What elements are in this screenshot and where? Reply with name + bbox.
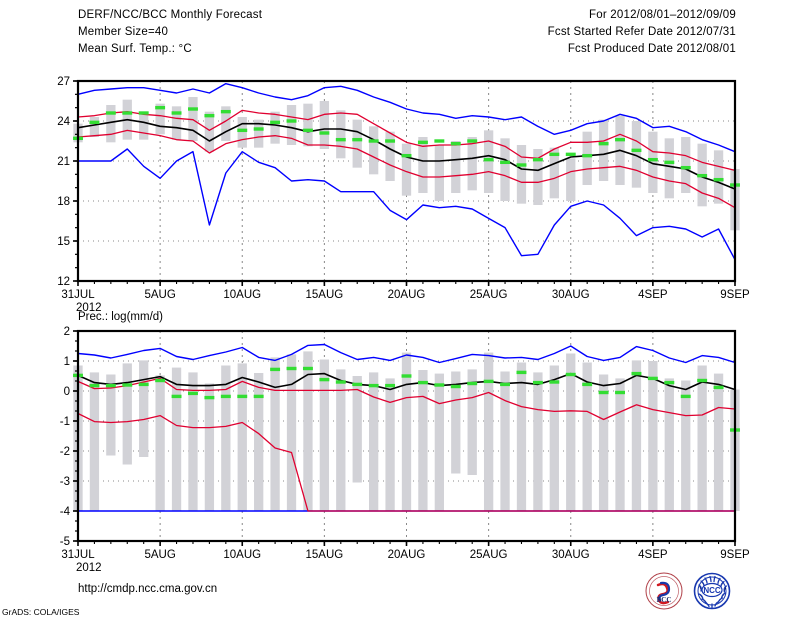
svg-text:21: 21 (57, 156, 70, 168)
svg-text:15AUG: 15AUG (306, 549, 344, 561)
svg-text:0: 0 (64, 386, 70, 398)
svg-text:30AUG: 30AUG (552, 289, 590, 301)
svg-text:-1: -1 (60, 416, 70, 428)
svg-text:NCC: NCC (703, 586, 721, 595)
svg-text:10AUG: 10AUG (223, 289, 261, 301)
svg-text:31JUL: 31JUL (61, 289, 95, 301)
svg-text:-5: -5 (60, 536, 70, 548)
svg-text:1: 1 (64, 356, 70, 368)
precipitation-chart: -5 -4 -3 -2 -1 0 1 2 31JUL 5AUG 10AUG 15AUG 20AUG 25A… (0, 325, 800, 585)
svg-text:-2: -2 (60, 446, 70, 458)
svg-text:2012: 2012 (76, 302, 102, 314)
fcst-produced-date-label: Fcst Produced Date 2012/08/01 (567, 43, 736, 55)
svg-text:15AUG: 15AUG (306, 289, 344, 301)
svg-text:25AUG: 25AUG (470, 549, 508, 561)
svg-text:20AUG: 20AUG (388, 289, 426, 301)
svg-text:-3: -3 (60, 476, 70, 488)
svg-text:-4: -4 (60, 506, 71, 518)
svg-text:27: 27 (57, 76, 70, 88)
logo-group: BCC NCC (645, 572, 750, 610)
svg-text:10AUG: 10AUG (223, 549, 261, 561)
svg-text:BCC: BCC (657, 596, 672, 604)
member-size-label: Member Size=40 (78, 26, 169, 38)
svg-text:25AUG: 25AUG (470, 289, 508, 301)
svg-text:12: 12 (57, 276, 70, 288)
ncc-logo: NCC (693, 572, 731, 610)
svg-text:20AUG: 20AUG (388, 549, 426, 561)
grads-credit: GrADS: COLA/IGES (2, 607, 80, 617)
temp-variable-label: Mean Surf. Temp.: °C (78, 43, 192, 55)
svg-text:5AUG: 5AUG (144, 549, 175, 561)
forecast-title: DERF/NCC/BCC Monthly Forecast (78, 9, 263, 21)
precipitation-panel-title: Prec.: log(mm/d) (78, 311, 163, 323)
svg-text:2012: 2012 (76, 562, 102, 574)
svg-text:9SEP: 9SEP (720, 549, 750, 561)
temperature-chart: 12 15 18 21 24 27 31JUL 5AUG 10AUG 15AUG 20AUG 25AU… (57, 76, 750, 314)
forecast-period-label: For 2012/08/01–2012/09/09 (589, 9, 736, 21)
svg-text:15: 15 (57, 236, 70, 248)
svg-text:4SEP: 4SEP (638, 549, 668, 561)
svg-text:18: 18 (57, 196, 70, 208)
svg-text:31JUL: 31JUL (61, 549, 95, 561)
svg-text:9SEP: 9SEP (720, 289, 750, 301)
svg-text:2: 2 (64, 326, 70, 338)
svg-text:4SEP: 4SEP (638, 289, 668, 301)
svg-text:24: 24 (57, 116, 70, 128)
svg-text:5AUG: 5AUG (144, 289, 175, 301)
cmdp-url[interactable]: http://cmdp.ncc.cma.gov.cn (78, 583, 218, 595)
fcst-started-date-label: Fcst Started Refer Date 2012/07/31 (547, 26, 736, 38)
bcc-logo: BCC (645, 572, 683, 610)
svg-text:30AUG: 30AUG (552, 549, 590, 561)
